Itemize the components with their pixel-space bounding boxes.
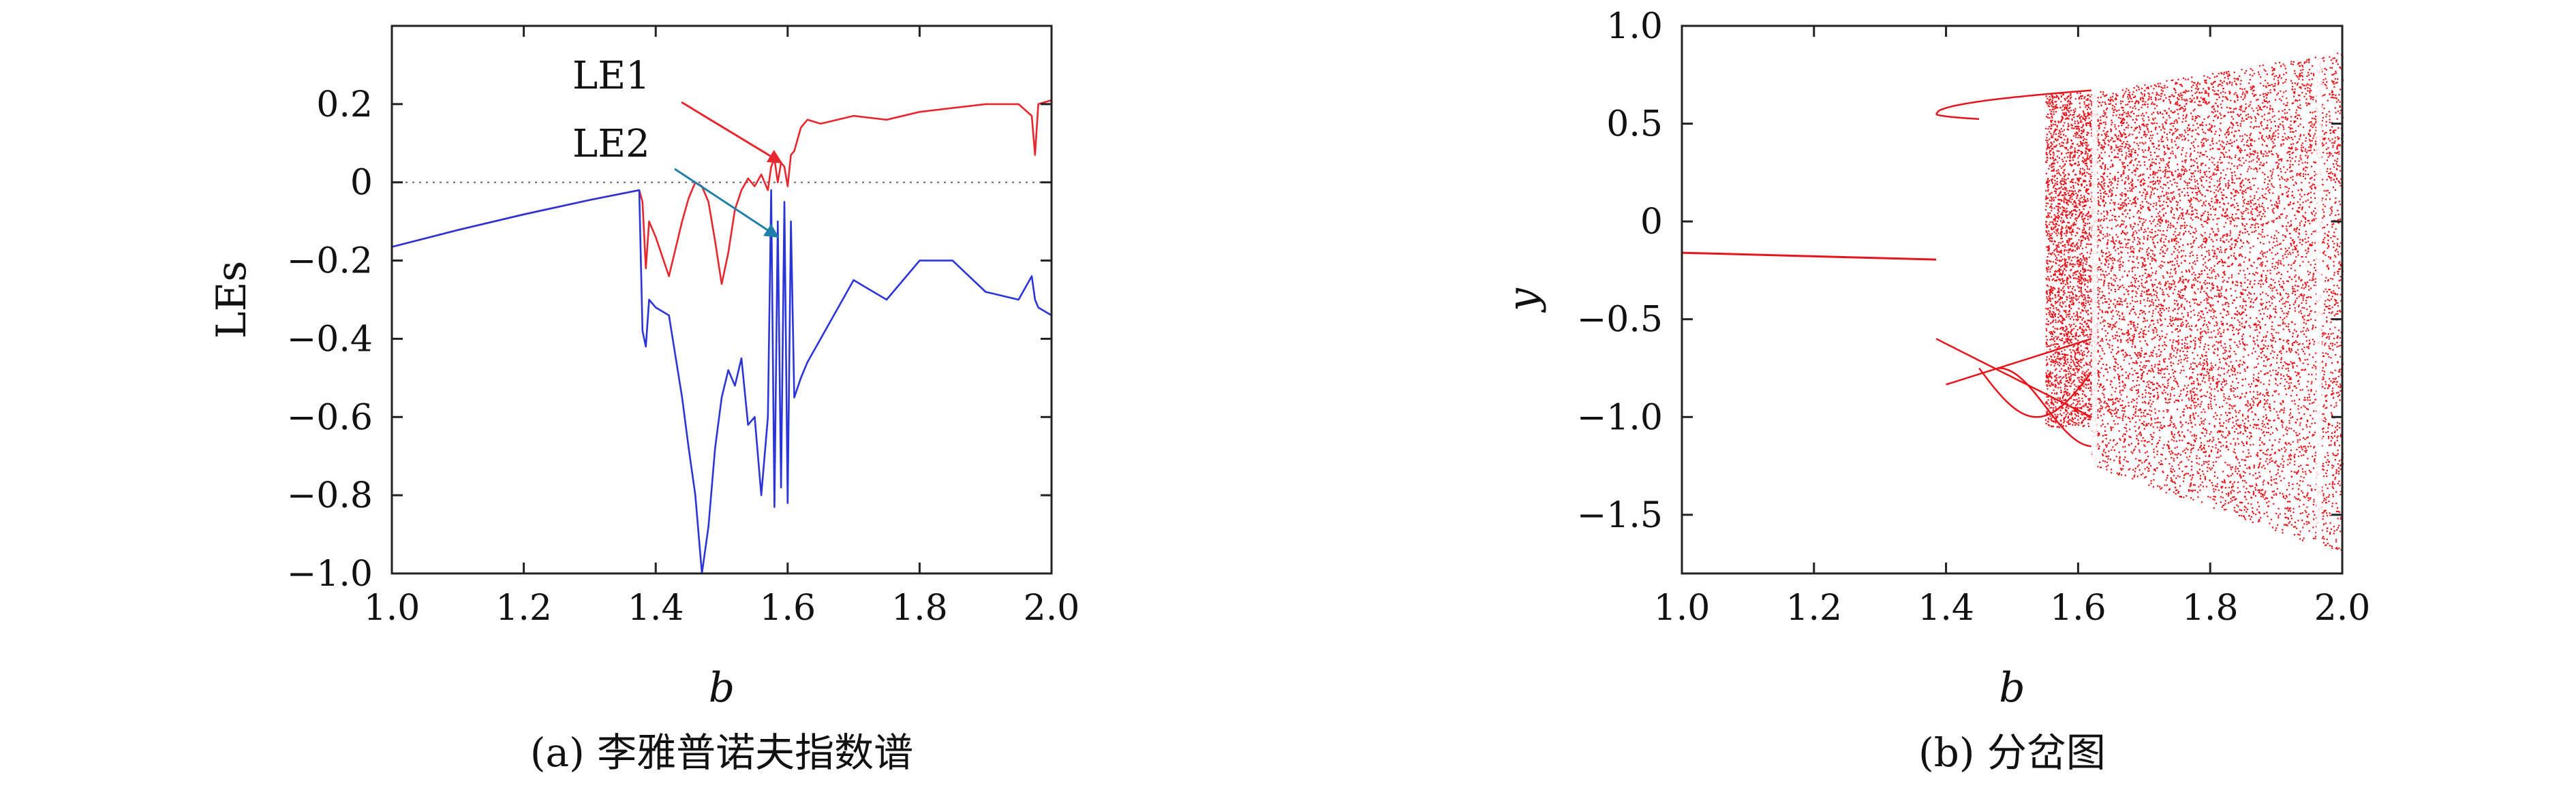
bifurcation-points	[1681, 26, 2344, 573]
lower-branch-d	[1999, 367, 2091, 447]
y-tick-label: −0.6	[287, 397, 373, 438]
periodic-window	[2316, 26, 2322, 573]
upper-branch-b	[1935, 113, 1980, 121]
x-axis-label: b	[1999, 664, 2025, 712]
x-axis-label: b	[709, 664, 735, 712]
x-tick-label: 1.4	[628, 588, 684, 629]
y-tick-label: 0	[1640, 202, 1663, 242]
y-axis-label: LEs	[208, 261, 256, 338]
y-tick-label: −1.0	[1577, 397, 1663, 438]
y-tick-label: −0.8	[287, 475, 373, 516]
plot-frame	[1681, 25, 2344, 575]
x-axis-ticks: 1.0 1.2 1.4 1.6 1.8 2.0	[364, 26, 1080, 629]
series-line-le1	[391, 99, 1052, 285]
y-tick-label: −1.0	[287, 554, 373, 595]
y-axis-ticks: 1.0 0.5 0 −0.5 −1.0 −1.5	[1577, 6, 2342, 536]
x-tick-label: 1.0	[1654, 588, 1711, 629]
x-tick-label: 1.6	[2050, 588, 2106, 629]
caption-a: (a) 李雅普诺夫指数谱	[530, 729, 913, 776]
series-annotations: LE1 LE2	[572, 54, 783, 238]
y-tick-label: 0	[350, 163, 373, 204]
upper-branch-a	[1935, 89, 2091, 115]
lyapunov-spectrum-panel: 1.0 1.2 1.4 1.6 1.8 2.0 −1.0 −0.8 −0.6 −0.4 −0.2 0…	[208, 25, 1080, 776]
plot-frame	[390, 25, 1053, 575]
x-tick-label: 1.8	[891, 588, 948, 629]
x-tick-label: 2.0	[1024, 588, 1080, 629]
y-tick-label: 0.2	[316, 84, 373, 125]
y-tick-label: −0.5	[1577, 300, 1663, 341]
x-tick-label: 1.6	[759, 588, 816, 629]
x-tick-label: 1.2	[495, 588, 552, 629]
annotation-le2: LE2	[572, 122, 650, 166]
y-tick-label: −1.5	[1577, 495, 1663, 536]
y-tick-label: −0.4	[287, 319, 373, 360]
y-tick-label: 1.0	[1606, 6, 1663, 47]
annotation-le1: LE1	[572, 54, 650, 98]
x-tick-label: 1.2	[1785, 588, 1842, 629]
annotation-arrow-le2	[674, 168, 780, 238]
bifurcation-panel: 1.0 1.2 1.4 1.6 1.8 2.0 1.0 0.5 0 −0.5 −1.0 −1.5 b…	[1499, 6, 2370, 776]
y-tick-label: −0.2	[287, 241, 373, 282]
series-line-le2	[391, 189, 1052, 575]
annotation-arrow-le1	[681, 101, 783, 164]
x-tick-label: 1.0	[364, 588, 420, 629]
y-tick-label: 0.5	[1606, 104, 1663, 145]
x-tick-label: 1.4	[1918, 588, 1974, 629]
y-axis-label: y	[1499, 287, 1547, 313]
x-tick-label: 2.0	[2314, 588, 2371, 629]
caption-b: (b) 分岔图	[1918, 729, 2106, 776]
y-axis-ticks: −1.0 −0.8 −0.6 −0.4 −0.2 0 0.2	[287, 84, 1052, 595]
x-axis-ticks: 1.0 1.2 1.4 1.6 1.8 2.0	[1654, 26, 2371, 629]
periodic-window	[2091, 26, 2098, 573]
fixed-point-branch	[1681, 251, 1937, 261]
lyapunov-series-group	[391, 99, 1052, 575]
x-tick-label: 1.8	[2182, 588, 2239, 629]
chaotic-cloud	[2045, 52, 2344, 551]
